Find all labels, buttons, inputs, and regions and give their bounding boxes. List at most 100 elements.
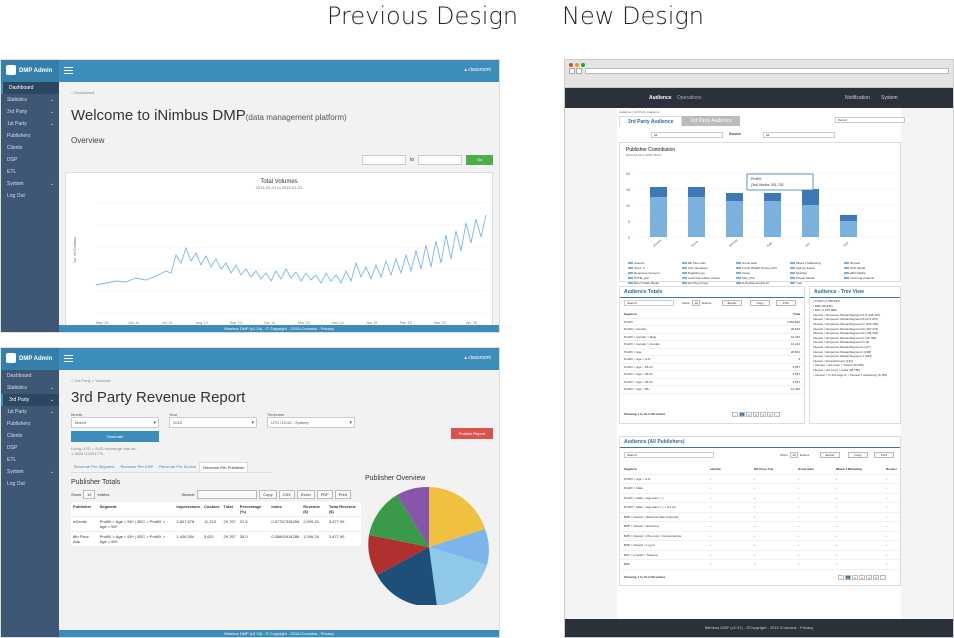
back-icon[interactable] bbox=[569, 68, 575, 74]
page-button[interactable]: 3 bbox=[859, 575, 865, 580]
legend-item[interactable]: Yuel bbox=[790, 281, 840, 285]
copy-button[interactable]: Copy bbox=[848, 452, 868, 458]
tab-1st-party-audience[interactable]: 1st Party Audience bbox=[682, 116, 741, 126]
legend-item[interactable]: Camp bbox=[736, 271, 786, 275]
tree-node[interactable]: Interest > Emperion MosaicSegment C (226… bbox=[813, 321, 879, 326]
sidebar-item-publishers[interactable]: Publishers bbox=[1, 130, 59, 142]
sidebar-item-log-out[interactable]: Log Out bbox=[1, 190, 59, 202]
page-size-select[interactable]: 10 bbox=[790, 452, 798, 458]
legend-item[interactable]: Hot Pug Group bbox=[682, 281, 732, 285]
page-button[interactable]: 5 bbox=[767, 412, 773, 417]
column-header[interactable]: Segment bbox=[624, 312, 637, 316]
export-button[interactable]: Export bbox=[820, 452, 840, 458]
legend-item[interactable]: E-Pooltac Austria St bbox=[736, 281, 786, 285]
page-button[interactable]: 1 bbox=[739, 412, 745, 417]
column-header[interactable]: Segment bbox=[624, 467, 637, 471]
legend-item[interactable]: ZAO Media bbox=[844, 266, 894, 270]
sidebar-item-dashboard[interactable]: Dashboard bbox=[1, 370, 59, 382]
breadcrumb[interactable]: ⌂ 3rd Party > Volumes bbox=[71, 378, 111, 383]
sidebar-item-1st-party[interactable]: 1st Party ⌄ bbox=[1, 406, 59, 418]
tree-node[interactable]: Interest > Emperion MosaicSegment B (271… bbox=[813, 317, 879, 322]
legend-item[interactable]: Insomnia Channel bbox=[844, 276, 894, 280]
close-dot-icon[interactable] bbox=[569, 63, 573, 67]
breadcrumb[interactable]: Audience / 3rd Party Audience bbox=[619, 110, 660, 114]
legend-item[interactable]: Kids_Pub bbox=[736, 276, 786, 280]
column-header[interactable]: Cookies bbox=[201, 502, 222, 517]
csv-button[interactable]: CSV bbox=[278, 490, 295, 499]
tree-node[interactable]: Interest > Emperion MosaicSegment A (1,4… bbox=[813, 312, 881, 317]
source-select[interactable]: All bbox=[763, 132, 835, 138]
app-logo[interactable]: DMP Admin bbox=[1, 60, 59, 82]
copy-button[interactable]: Copy bbox=[750, 300, 770, 306]
column-header[interactable]: Publisher bbox=[71, 502, 98, 517]
page-button[interactable]: › bbox=[774, 412, 780, 417]
print-button[interactable]: Print bbox=[874, 452, 894, 458]
sidebar-item-dsp[interactable]: DSP bbox=[1, 442, 59, 454]
legend-item[interactable]: Nemesi bbox=[844, 261, 894, 265]
page-button[interactable]: 2 bbox=[746, 412, 752, 417]
nav-notification[interactable]: Notification bbox=[845, 95, 870, 101]
tree-node[interactable]: Interest > Entertainment (181) bbox=[813, 358, 853, 363]
sidebar-item-system[interactable]: System ⌄ bbox=[1, 466, 59, 478]
legend-item[interactable]: HEO Media bbox=[844, 271, 894, 275]
page-button[interactable]: 2 bbox=[852, 575, 858, 580]
legend-item[interactable]: Zeb Interactive bbox=[682, 266, 732, 270]
breadcrumb[interactable]: ⌂ Dashboard bbox=[71, 90, 95, 95]
legend-item[interactable]: PPTM_pub bbox=[628, 276, 678, 280]
sidebar-item-clients[interactable]: Clients bbox=[1, 142, 59, 154]
user-menu[interactable]: ▴ classroom bbox=[464, 355, 491, 361]
sidebar-item-1st-party[interactable]: 1st Party ⌄ bbox=[1, 118, 59, 130]
nav-audience[interactable]: Audience bbox=[649, 95, 672, 101]
legend-item[interactable]: iQuridex bbox=[790, 271, 840, 275]
tree-node[interactable]: Interest > Emperion MosaicSegment H (27) bbox=[813, 344, 871, 349]
sidebar-item-log-out[interactable]: Log Out bbox=[1, 478, 59, 490]
column-header[interactable]: Revenue ($) bbox=[301, 502, 327, 517]
page-button[interactable]: 4 bbox=[760, 412, 766, 417]
sidebar-item-etl[interactable]: ETL bbox=[1, 166, 59, 178]
page-button[interactable]: 5 bbox=[873, 575, 879, 580]
sidebar-item-etl[interactable]: ETL bbox=[1, 454, 59, 466]
column-header[interactable]: Mixed 4 Marketing bbox=[836, 467, 863, 471]
tree-node[interactable]: • ProfilX (1,456,816) bbox=[813, 299, 840, 303]
year-select[interactable]: 2015 bbox=[169, 417, 257, 428]
column-header[interactable]: 8th Floor Ads bbox=[754, 467, 774, 471]
page-button[interactable]: › bbox=[880, 575, 886, 580]
end-date-input[interactable] bbox=[418, 155, 462, 165]
legend-item[interactable]: Bench Mark Media bbox=[628, 281, 678, 285]
excel-button[interactable]: Excel bbox=[296, 490, 315, 499]
legend-item[interactable]: Private Media bbox=[790, 276, 840, 280]
legend-item[interactable]: Lead Generation Online bbox=[682, 276, 732, 280]
month-select[interactable]: March bbox=[71, 417, 159, 428]
column-header[interactable]: Home Gain bbox=[798, 467, 814, 471]
tree-node[interactable]: Interest > Ad count > Insta (38,786) bbox=[813, 367, 861, 372]
tab-revenue-per-publisher[interactable]: Revenue Per Publisher bbox=[199, 462, 249, 472]
page-button[interactable]: 3 bbox=[753, 412, 759, 417]
column-header[interactable]: Total bbox=[793, 312, 800, 316]
maximize-dot-icon[interactable] bbox=[581, 63, 585, 67]
address-bar[interactable] bbox=[585, 68, 949, 74]
tree-node[interactable]: Interest > Emperion MosaicSegment I (298… bbox=[813, 349, 872, 354]
export-button[interactable]: Export bbox=[722, 300, 742, 306]
generate-button[interactable]: Generate bbox=[71, 431, 159, 442]
column-header[interactable]: Percentage (%) bbox=[237, 502, 270, 517]
publish-report-button[interactable]: Publish Report bbox=[451, 428, 493, 439]
column-header[interactable]: Total Revenue ($) bbox=[326, 502, 361, 517]
print-button[interactable]: Print bbox=[776, 300, 796, 306]
minimize-dot-icon[interactable] bbox=[575, 63, 579, 67]
print-button[interactable]: Print bbox=[334, 490, 351, 499]
sidebar-item-dsp[interactable]: DSP bbox=[1, 154, 59, 166]
column-header[interactable]: Impressions bbox=[174, 502, 202, 517]
page-button[interactable]: 4 bbox=[866, 575, 872, 580]
pdf-button[interactable]: PDF bbox=[316, 490, 333, 499]
legend-item[interactable]: Mixed 4 Marketing bbox=[790, 261, 840, 265]
search-input[interactable]: Search... bbox=[624, 300, 674, 306]
page-button[interactable]: 1 bbox=[845, 575, 851, 580]
column-header[interactable]: Nemesi bbox=[886, 467, 897, 471]
tree-node[interactable]: Interest > Emperion MosaicSegment D (167… bbox=[813, 326, 879, 331]
legend-item[interactable]: eGentic bbox=[628, 261, 678, 265]
period-select[interactable]: Period bbox=[835, 117, 905, 123]
user-menu[interactable]: ▴ classroom bbox=[464, 67, 491, 73]
sidebar-item-3rd-party[interactable]: 3rd Party ⌄ bbox=[1, 106, 59, 118]
search-input[interactable]: Search... bbox=[624, 452, 714, 458]
sidebar-item-clients[interactable]: Clients bbox=[1, 430, 59, 442]
